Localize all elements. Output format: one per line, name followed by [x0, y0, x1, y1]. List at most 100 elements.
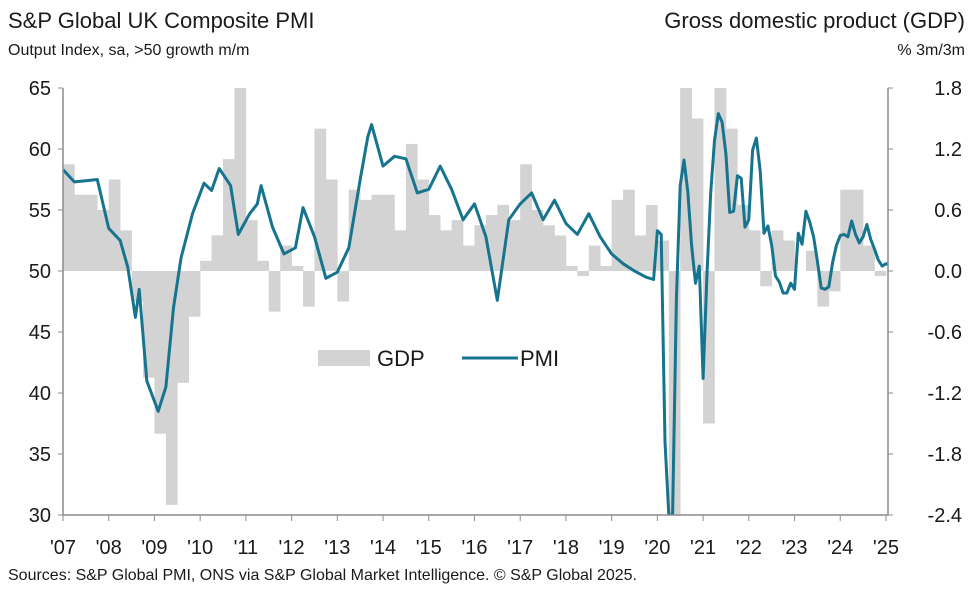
left-tick-label: 50 — [29, 261, 51, 283]
gdp-bar — [840, 189, 852, 271]
legend: GDP PMI — [318, 346, 559, 371]
gdp-bar — [348, 189, 361, 271]
gdp-bar — [154, 271, 167, 434]
gdp-bar — [531, 210, 544, 271]
x-tick-label: '25 — [873, 537, 899, 559]
left-tick-label: 40 — [29, 383, 51, 405]
x-tick-label: '15 — [416, 537, 442, 559]
gdp-bar — [554, 235, 567, 271]
gdp-bar — [268, 271, 281, 312]
gdp-bar — [634, 235, 647, 271]
gdp-bar — [508, 220, 521, 271]
right-tick-label: -1.8 — [928, 444, 962, 466]
gdp-bar — [371, 194, 384, 271]
gdp-bar — [691, 118, 704, 271]
x-tick-label: '24 — [827, 537, 853, 559]
right-tick-label: 1.2 — [934, 139, 962, 161]
gdp-bar — [497, 204, 510, 271]
gdp-bar — [600, 265, 612, 271]
gdp-bar — [851, 189, 864, 271]
right-tick-label: -0.6 — [928, 322, 962, 344]
gdp-bar — [577, 271, 590, 277]
x-tick-label: '16 — [461, 537, 487, 559]
gdp-bar — [63, 164, 75, 271]
gdp-bar — [303, 271, 315, 307]
x-tick-label: '19 — [599, 537, 625, 559]
gdp-bar — [451, 220, 464, 271]
gdp-bar — [428, 215, 441, 271]
gdp-bar — [771, 230, 784, 271]
x-tick-label: '17 — [507, 537, 533, 559]
x-tick-label: '09 — [141, 537, 167, 559]
axes: 30 35 40 45 50 55 60 65 -2.4 -1.8 -1.2 -0.6 0.0 0.6 1.… — [29, 78, 962, 559]
gdp-bar — [520, 164, 532, 271]
gdp-bar — [737, 204, 750, 271]
gdp-bar — [120, 230, 132, 271]
gdp-bar — [760, 271, 772, 287]
gdp-bar — [623, 189, 635, 271]
gdp-bar — [360, 199, 372, 271]
gdp-bar — [863, 245, 875, 271]
gdp-bar — [543, 225, 555, 271]
gdp-bar — [200, 260, 212, 271]
right-tick-label: -1.2 — [928, 383, 962, 405]
gdp-bar — [280, 245, 292, 271]
right-tick-label: 0.0 — [934, 261, 962, 283]
gdp-bar — [223, 159, 235, 271]
gdp-bar — [188, 271, 201, 317]
gdp-bar — [74, 194, 87, 271]
x-tick-label: '20 — [644, 537, 670, 559]
gdp-bar — [417, 179, 430, 271]
gdp-bar — [108, 179, 121, 271]
x-tick-label: '11 — [234, 537, 259, 559]
gdp-bar — [611, 199, 624, 271]
gdp-bar — [657, 240, 670, 271]
left-tick-label: 45 — [29, 322, 51, 344]
left-tick-label: 30 — [29, 505, 51, 527]
gdp-bar — [245, 220, 258, 271]
right-axis-subtitle: % 3m/3m — [897, 42, 965, 59]
gdp-bar — [325, 179, 338, 271]
gdp-bar — [131, 271, 144, 302]
gdp-bar — [440, 230, 452, 271]
gdp-bar — [805, 250, 818, 271]
gdp-bar — [177, 271, 190, 383]
legend-gdp-label: GDP — [377, 346, 425, 371]
gdp-bar — [783, 240, 795, 271]
x-tick-label: '21 — [690, 537, 716, 559]
gdp-bar — [337, 271, 350, 302]
gdp-bar — [165, 271, 178, 505]
gdp-bar — [714, 88, 727, 271]
left-tick-label: 35 — [29, 444, 51, 466]
gdp-bars — [63, 88, 887, 515]
gdp-bar — [474, 225, 487, 271]
x-tick-label: '23 — [781, 537, 807, 559]
gdp-bar — [828, 271, 841, 292]
x-tick-label: '08 — [96, 537, 122, 559]
left-axis-subtitle: Output Index, sa, >50 growth m/m — [8, 42, 250, 59]
legend-gdp-swatch — [318, 350, 370, 366]
gdp-bar — [383, 194, 395, 271]
right-tick-label: 0.6 — [934, 200, 962, 222]
gdp-bar — [748, 230, 761, 271]
gdp-bar — [645, 204, 658, 271]
right-axis-title: Gross domestic product (GDP) — [664, 8, 965, 33]
gdp-bar — [703, 271, 715, 424]
gdp-bar — [97, 210, 110, 271]
pmi-line-group — [63, 112, 888, 515]
gdp-bar — [85, 194, 98, 271]
x-tick-label: '22 — [736, 537, 762, 559]
left-tick-label: 55 — [29, 200, 51, 222]
source-note: Sources: S&P Global PMI, ONS via S&P Glo… — [8, 567, 637, 584]
chart-title: S&P Global UK Composite PMI — [8, 8, 315, 33]
gdp-bar — [394, 230, 407, 271]
gdp-bar — [485, 215, 498, 271]
gdp-bar — [565, 265, 578, 271]
x-tick-label: '12 — [279, 537, 305, 559]
legend-pmi-label: PMI — [520, 346, 559, 371]
gdp-bar — [463, 245, 475, 271]
gdp-bar — [234, 88, 247, 271]
gdp-bar — [211, 235, 224, 271]
x-tick-label: '18 — [553, 537, 579, 559]
